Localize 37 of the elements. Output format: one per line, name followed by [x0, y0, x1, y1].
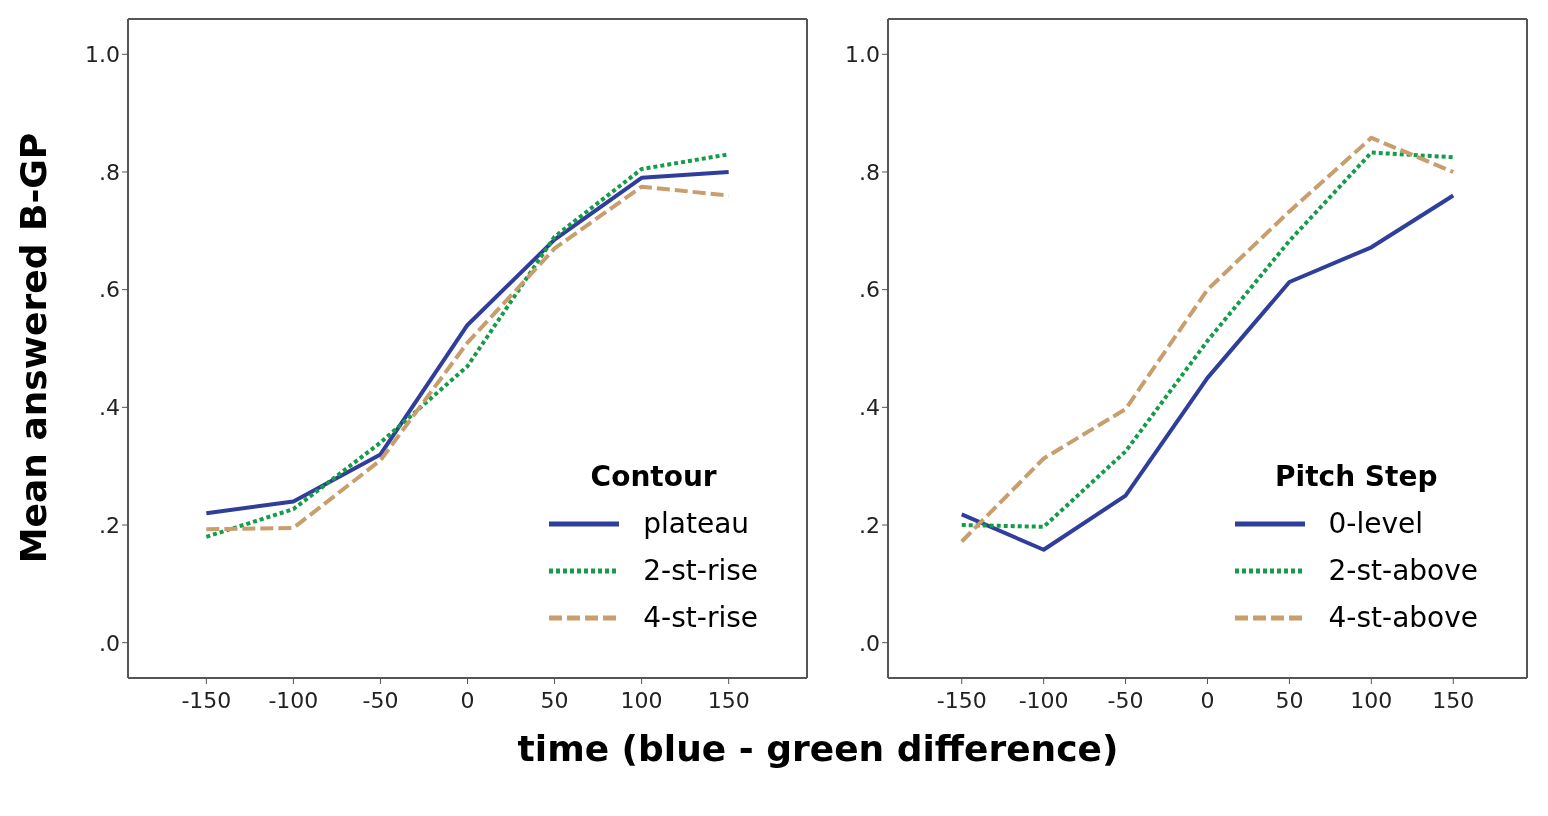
x-tick-label: -100 — [1018, 687, 1069, 713]
x-tick-label: 0 — [1200, 687, 1215, 713]
x-tick-label: 50 — [540, 687, 569, 713]
y-axis-title: Mean answered B-GP — [13, 132, 54, 564]
x-tick-label: -50 — [362, 687, 399, 713]
x-tick-label: 150 — [1432, 687, 1475, 713]
x-tick-label: 100 — [620, 687, 663, 713]
legend-label: plateau — [643, 507, 750, 540]
y-tick-label: .6 — [859, 277, 880, 303]
y-tick-label: .4 — [99, 395, 120, 421]
legend-label: 4-st-above — [1328, 601, 1478, 634]
legend-label: 0-level — [1328, 507, 1424, 540]
x-tick-label: -150 — [936, 687, 987, 713]
y-tick-label: 1.0 — [85, 42, 120, 68]
line-series — [959, 193, 1456, 552]
y-tick-label: 1.0 — [845, 42, 880, 68]
legend-title: Contour — [589, 460, 718, 493]
x-tick-label: 100 — [1350, 687, 1393, 713]
x-tick-label: 50 — [1275, 687, 1304, 713]
y-tick-label: .8 — [859, 159, 880, 185]
legend-label: 4-st-rise — [643, 601, 758, 634]
y-tick-label: .4 — [859, 395, 880, 421]
y-tick-label: .0 — [99, 630, 120, 656]
x-tick-label: 150 — [707, 687, 750, 713]
x-tick-label: -50 — [1107, 687, 1144, 713]
x-tick-label: 0 — [460, 687, 475, 713]
y-tick-label: .0 — [859, 630, 880, 656]
legend-label: 2-st-rise — [643, 554, 758, 587]
y-tick-label: .2 — [859, 512, 880, 538]
y-tick-label: .2 — [99, 512, 120, 538]
x-tick-label: -150 — [181, 687, 232, 713]
legend-title: Pitch Step — [1274, 460, 1439, 493]
y-tick-label: .6 — [99, 277, 120, 303]
x-tick-label: -100 — [268, 687, 319, 713]
x-axis-title: time (blue - green difference) — [516, 728, 1120, 769]
y-tick-label: .8 — [99, 159, 120, 185]
legend-label: 2-st-above — [1328, 554, 1478, 587]
